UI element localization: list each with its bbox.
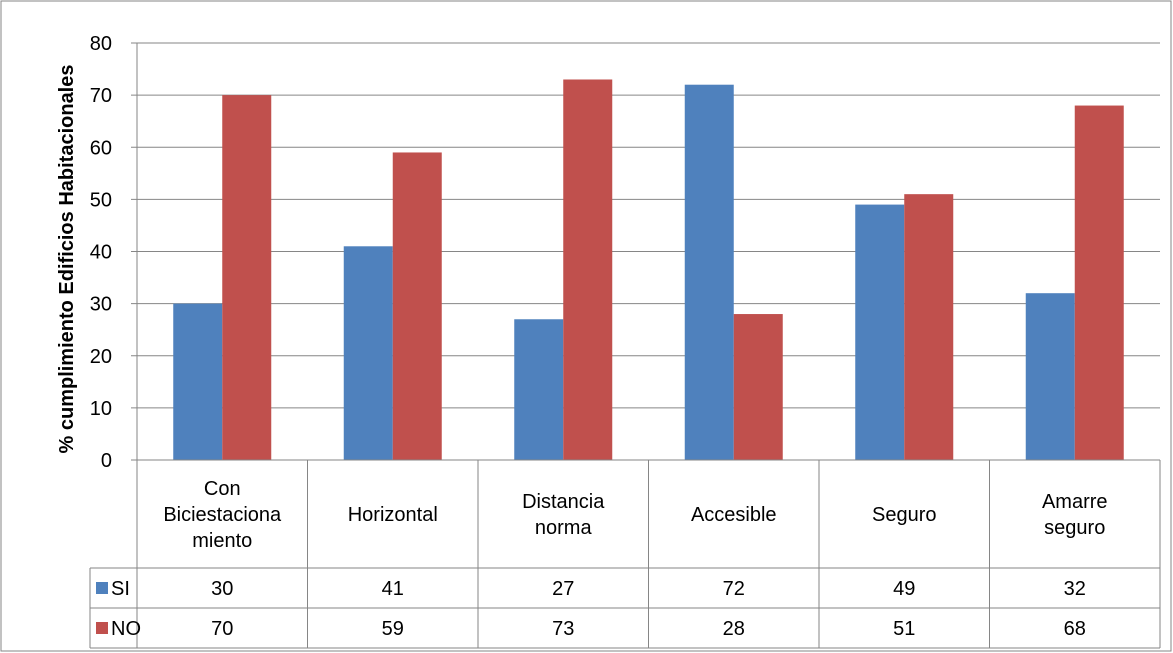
x-category-label: Seguro — [872, 504, 937, 526]
bar-no — [222, 95, 271, 460]
bar-no — [563, 79, 612, 460]
data-label: 28 — [723, 618, 745, 640]
y-tick-label: 50 — [90, 189, 112, 211]
data-label: 51 — [893, 618, 915, 640]
y-tick-label: 10 — [90, 398, 112, 420]
data-label: 30 — [211, 578, 233, 600]
data-label: 68 — [1064, 618, 1086, 640]
legend-swatch-si — [96, 582, 108, 594]
bar-no — [1075, 106, 1124, 460]
y-tick-label: 80 — [90, 33, 112, 55]
bar-si — [514, 319, 563, 460]
data-label: 32 — [1064, 578, 1086, 600]
bar-no — [393, 152, 442, 460]
bar-si — [173, 304, 222, 460]
y-axis-ticks: 0 10 20 30 40 50 60 70 80 — [90, 33, 112, 472]
bar-no — [904, 194, 953, 460]
y-axis-label: % cumplimiento Edificios Habitacionales — [56, 65, 78, 454]
bar-no — [734, 314, 783, 460]
data-label: 27 — [552, 578, 574, 600]
legend-label-si: SI — [111, 578, 130, 600]
data-label: 59 — [382, 618, 404, 640]
y-tick-label: 70 — [90, 85, 112, 107]
bar-si — [1026, 293, 1075, 460]
data-label: 70 — [211, 618, 233, 640]
data-label: 49 — [893, 578, 915, 600]
data-label: 73 — [552, 618, 574, 640]
x-category-label: Accesible — [691, 504, 777, 526]
y-tick-label: 30 — [90, 294, 112, 316]
x-category-label: Horizontal — [348, 504, 438, 526]
legend-swatch-no — [96, 622, 108, 634]
y-tick-label: 20 — [90, 346, 112, 368]
legend-label-no: NO — [111, 618, 141, 640]
bar-si — [344, 246, 393, 460]
bar-si — [685, 85, 734, 460]
data-label: 72 — [723, 578, 745, 600]
y-tick-label: 0 — [101, 450, 112, 472]
bar-si — [855, 205, 904, 460]
y-tick-label: 60 — [90, 137, 112, 159]
data-label: 41 — [382, 578, 404, 600]
y-tick-label: 40 — [90, 242, 112, 264]
